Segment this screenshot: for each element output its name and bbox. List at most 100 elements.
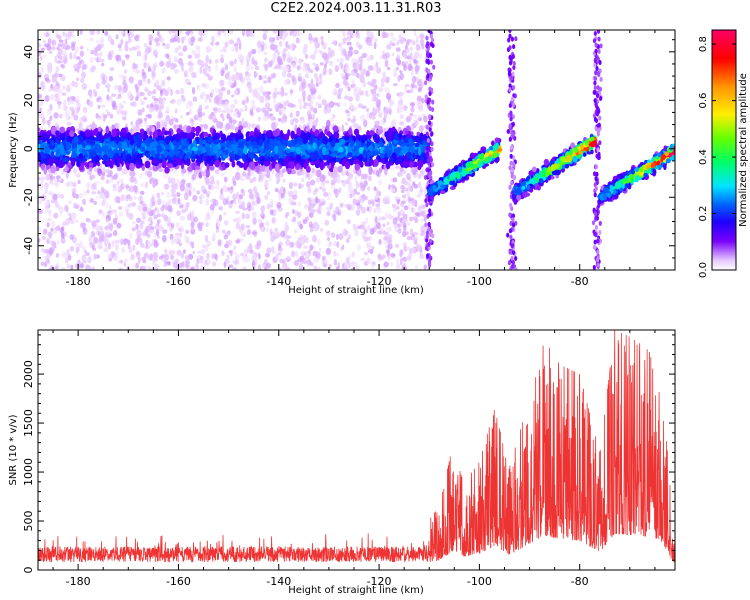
spectrum-cell: [333, 102, 338, 106]
spectrum-cell: [105, 108, 109, 113]
spectrum-cell: [313, 221, 319, 227]
spectrum-cell: [173, 124, 177, 130]
spectrum-cell: [196, 190, 201, 195]
spectrum-cell: [373, 194, 379, 200]
spectrum-cell: [47, 231, 52, 238]
spectrum-cell: [81, 71, 87, 79]
spectrum-cell: [124, 44, 129, 52]
spectrum-cell: [178, 227, 182, 232]
spectrum-cell: [158, 225, 163, 230]
spectrum-cell: [421, 204, 426, 209]
spectrum-cell: [258, 75, 262, 81]
spectrum-cell: [235, 222, 241, 230]
spectrum-cell: [412, 114, 417, 119]
spectrum-cell: [372, 64, 377, 72]
spectrum-cell: [163, 172, 169, 180]
spectrum-cell: [233, 65, 237, 73]
spectrum-cell: [354, 65, 360, 70]
spectrum-cell: [204, 259, 208, 266]
spectrum-cell: [221, 250, 225, 256]
spectrum-cell: [299, 223, 304, 230]
spectrum-cell: [358, 87, 362, 93]
spectrum-cell: [127, 203, 132, 208]
spectrum-cell: [40, 84, 46, 91]
spectrum-cell: [408, 197, 414, 202]
spectrum-cell: [320, 35, 324, 41]
spectrum-cell: [406, 40, 409, 48]
spectrum-cell: [399, 252, 403, 258]
spectrum-cell: [389, 32, 395, 37]
spectrum-cell: [142, 206, 148, 212]
spectrum-cell: [352, 115, 356, 123]
spectrum-cell: [233, 199, 238, 206]
spectrum-cell: [218, 121, 224, 129]
spectrum-cell: [346, 41, 352, 46]
spectrum-cell: [100, 175, 105, 181]
spectrum-cell: [192, 72, 197, 79]
spectrum-cell: [50, 83, 54, 89]
spectrum-cell: [334, 91, 338, 96]
spectrum-cell: [388, 184, 391, 191]
spectrum-cell: [156, 213, 161, 218]
spectrum-cell: [329, 117, 335, 123]
spectrum-cell: [200, 193, 205, 199]
spectrum-cell: [372, 107, 376, 111]
spectrum-cell: [401, 200, 406, 204]
spectrum-cell: [106, 111, 111, 117]
spectrum-cell: [295, 110, 300, 117]
spectrum-cell: [173, 169, 178, 174]
spectrum-cell: [60, 51, 65, 56]
spectrum-cell: [207, 190, 211, 195]
spectrum-cell: [109, 67, 115, 71]
spectrum-cell: [278, 40, 283, 47]
spectrum-cell: [177, 36, 181, 44]
spectrum-cell: [407, 182, 411, 189]
spectrum-cell: [246, 81, 252, 88]
spectrum-cell: [264, 63, 268, 72]
spectrum-cell: [55, 81, 59, 86]
spectrum-cell: [65, 172, 69, 179]
spectrum-cell: [279, 258, 284, 263]
spectrum-cell: [393, 68, 397, 77]
spectrum-cell: [39, 55, 43, 61]
spectrum-cell: [399, 258, 403, 266]
spectrum-cell: [167, 163, 173, 169]
spectrum-cell: [219, 57, 225, 64]
spectrum-cell: [155, 41, 161, 47]
spectrum-cell: [50, 46, 56, 51]
spectrum-cell: [407, 203, 411, 211]
spectrum-cell: [123, 68, 128, 74]
spectrum-cell: [116, 222, 122, 229]
spectrum-cell: [390, 252, 396, 258]
spectrum-cell: [263, 74, 268, 80]
spectrum-cell: [237, 198, 242, 205]
spectrum-cell: [381, 31, 387, 39]
spectrum-cell: [263, 30, 269, 34]
spectrum-cell: [67, 96, 71, 102]
spectrum-cell: [414, 218, 419, 224]
spectrum-cell: [241, 77, 245, 86]
spectrum-cell: [252, 217, 257, 225]
spectrum-cell: [108, 51, 112, 59]
spectrum-cell: [153, 230, 157, 238]
spectrum-cell: [227, 79, 233, 87]
spectrum-cell: [168, 216, 171, 224]
spectrum-cell: [387, 255, 391, 262]
spectrum-cell: [199, 66, 203, 75]
spectrum-cell: [124, 54, 130, 59]
spectrum-cell: [235, 74, 241, 81]
spectrum-cell: [378, 191, 382, 197]
spectrum-cell: [78, 193, 83, 199]
spectrum-cell: [366, 236, 371, 241]
spectrum-cell: [141, 68, 145, 77]
spectrum-cell: [399, 121, 405, 126]
spectrum-cell: [303, 102, 308, 107]
spectrum-cell: [79, 30, 83, 35]
spectrum-cell: [335, 82, 340, 89]
spectrum-cell: [366, 38, 372, 46]
spectrum-cell: [167, 261, 171, 266]
spectrum-cell: [418, 181, 421, 189]
spectrum-cell: [132, 100, 137, 108]
spectrum-cell: [257, 219, 263, 223]
spectrum-cell: [250, 105, 256, 110]
